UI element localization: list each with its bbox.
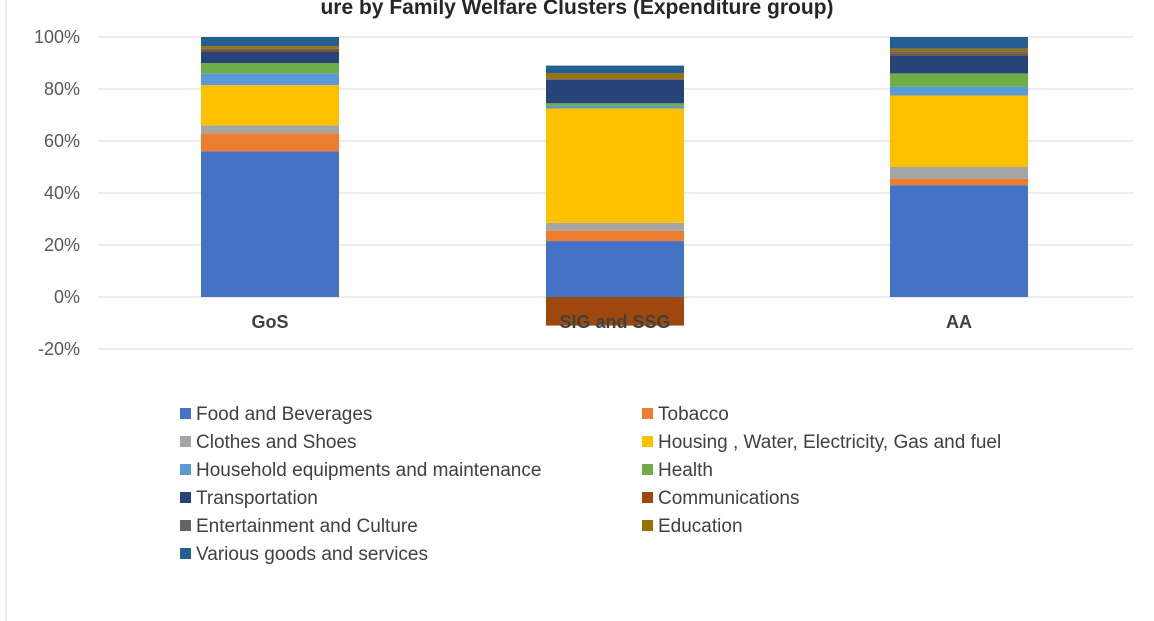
- bar-segment: [890, 48, 1028, 52]
- bar-segment: [546, 78, 684, 80]
- y-tick-label: 40%: [44, 183, 80, 203]
- bar-segment: [890, 185, 1028, 297]
- legend-label: Clothes and Shoes: [196, 432, 357, 453]
- bar-segment: [546, 65, 684, 74]
- legend-swatch: [642, 436, 653, 447]
- y-tick-label: 20%: [44, 235, 80, 255]
- x-axis-category-labels: GoS SIG and SSG AA: [251, 312, 972, 332]
- bar-segment: [890, 167, 1028, 179]
- x-category-label: SIG and SSG: [559, 312, 670, 332]
- y-tick-label: -20%: [38, 339, 80, 359]
- bar-segment: [546, 241, 684, 297]
- legend-label: Communications: [658, 488, 800, 509]
- legend-swatch: [180, 464, 191, 475]
- bar-segment: [201, 46, 339, 49]
- bar-segment: [890, 51, 1028, 54]
- bar-segment: [546, 230, 684, 242]
- legend-label: Health: [658, 460, 713, 481]
- legend-label: Household equipments and maintenance: [196, 460, 541, 481]
- y-tick-label: 80%: [44, 79, 80, 99]
- legend-swatch: [642, 492, 653, 503]
- bar-segment: [890, 37, 1028, 49]
- bar-segment: [546, 105, 684, 109]
- bar-segment: [201, 151, 339, 297]
- bar-segment: [890, 55, 1028, 74]
- bar-segment: [201, 37, 339, 47]
- bar-segment: [546, 222, 684, 231]
- legend-label: Tobacco: [658, 404, 729, 425]
- legend-label: Education: [658, 516, 743, 537]
- legend-label: Housing , Water, Electricity, Gas and fu…: [658, 432, 1001, 453]
- legend-swatch: [180, 436, 191, 447]
- bar-segment: [546, 297, 684, 326]
- legend-swatch: [180, 520, 191, 531]
- legend-swatch: [180, 492, 191, 503]
- bar-segment: [201, 51, 339, 63]
- bar-segment: [546, 79, 684, 104]
- bar-segment: [890, 86, 1028, 96]
- legend-label: Transportation: [196, 488, 318, 509]
- bar-segment: [201, 73, 339, 86]
- x-category-label: GoS: [251, 312, 288, 332]
- bar-segment: [890, 178, 1028, 186]
- legend-swatch: [180, 548, 191, 559]
- legend-label: Food and Beverages: [196, 404, 372, 425]
- bar-segments: [201, 37, 1028, 326]
- bar-segment: [546, 108, 684, 223]
- chart-title: ure by Family Welfare Clusters (Expendit…: [320, 0, 833, 19]
- legend: Food and Beverages Tobacco Clothes and Sho…: [180, 404, 1001, 565]
- bar-segment: [546, 103, 684, 106]
- bar-segment: [201, 125, 339, 134]
- bar-segment: [890, 95, 1028, 167]
- y-tick-label: 0%: [54, 287, 80, 307]
- bar-segment: [890, 53, 1028, 56]
- bar-segment: [201, 133, 339, 152]
- y-tick-label: 60%: [44, 131, 80, 151]
- y-tick-label: 100%: [34, 27, 80, 47]
- y-axis-tick-labels: 100% 80% 60% 40% 20% 0% -20%: [34, 27, 80, 359]
- bar-segment: [890, 73, 1028, 87]
- bar-segment: [546, 73, 684, 79]
- bar-segment: [201, 63, 339, 74]
- legend-swatch: [642, 520, 653, 531]
- legend-label: Entertainment and Culture: [196, 516, 418, 537]
- legend-swatch: [642, 408, 653, 419]
- legend-swatch: [642, 464, 653, 475]
- bar-segment: [201, 48, 339, 50]
- legend-swatch: [180, 408, 191, 419]
- bar-segment: [201, 50, 339, 52]
- bar-segment: [201, 85, 339, 126]
- legend-label: Various goods and services: [196, 544, 428, 565]
- x-category-label: AA: [946, 312, 972, 332]
